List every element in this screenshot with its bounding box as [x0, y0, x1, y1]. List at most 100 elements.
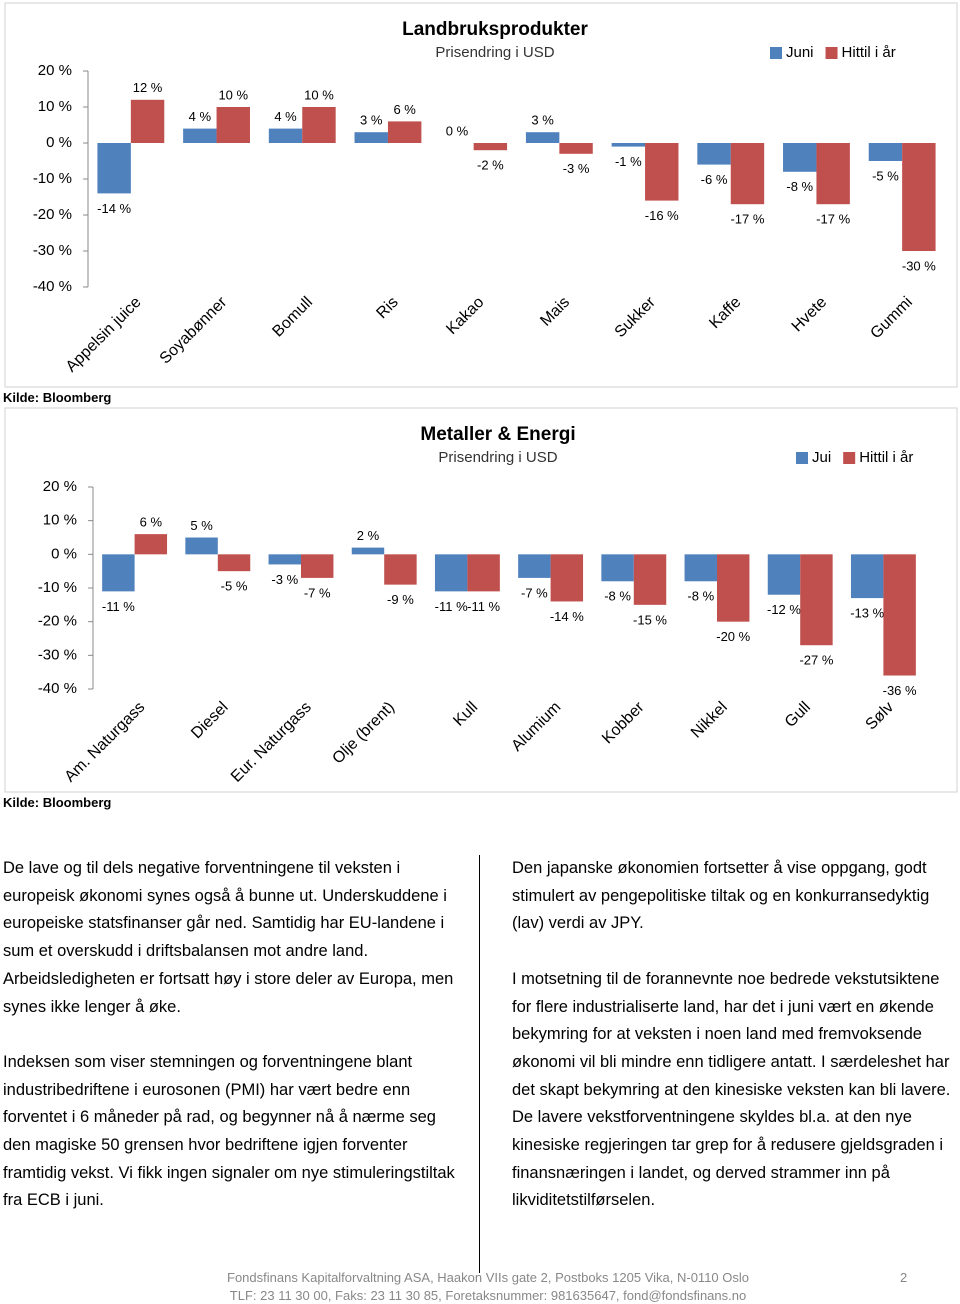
y-tick-label: -20 %	[38, 613, 77, 630]
bar	[868, 143, 903, 161]
bar	[601, 554, 634, 582]
x-tick-label: Nikkel	[688, 699, 731, 742]
x-tick-label: Eur. Naturgass	[228, 699, 315, 786]
bar	[717, 554, 750, 622]
y-tick-label: -10 %	[38, 579, 77, 596]
bar	[302, 107, 336, 143]
bar	[633, 554, 667, 605]
y-tick-label: 20 %	[43, 478, 77, 495]
legend-label: Jui	[812, 449, 831, 466]
x-tick-label: Gummi	[867, 294, 915, 342]
legend-swatch	[770, 47, 782, 59]
x-tick-label: Kakao	[443, 294, 487, 338]
bar	[97, 143, 131, 194]
footer-address: Fondsfinans Kapitalforvaltning ASA, Haak…	[227, 1270, 749, 1285]
bar	[387, 121, 422, 143]
source: Kilde: Bloomberg	[3, 390, 112, 405]
legend-label: Juni	[786, 44, 814, 61]
chart-frame	[4, 2, 958, 388]
paragraph: De lave og til dels negative forventning…	[3, 859, 454, 1016]
data-label: 3 %	[531, 113, 554, 128]
bar	[134, 534, 168, 555]
column-divider	[479, 855, 480, 1273]
y-tick-label: -20 %	[33, 206, 72, 223]
data-label: -16 %	[645, 208, 679, 223]
y-tick-label: -10 %	[33, 170, 72, 187]
chart-title: Landbruksprodukter	[402, 19, 588, 40]
bar	[518, 554, 551, 578]
chart-title: Metaller & Energi	[420, 424, 575, 445]
x-tick-label: Gull	[782, 699, 814, 731]
data-label: 3 %	[360, 113, 383, 128]
y-tick-label: 0 %	[46, 134, 72, 151]
bar	[611, 143, 646, 147]
bar	[384, 554, 417, 585]
y-tick-label: -40 %	[38, 680, 77, 697]
data-label: 2 %	[357, 528, 380, 543]
x-tick-label: Kaffe	[706, 294, 744, 332]
x-tick-label: Mais	[537, 294, 573, 330]
paragraph: Indeksen som viser stemningen og forvent…	[3, 1052, 455, 1210]
data-label: -7 %	[304, 585, 331, 600]
data-label: -8 %	[687, 589, 714, 604]
bar	[645, 143, 679, 201]
bar	[697, 143, 731, 165]
bar	[850, 554, 884, 599]
x-tick-label: Sukker	[612, 293, 660, 341]
x-tick-label: Kull	[450, 699, 481, 730]
data-label: -6 %	[701, 172, 728, 187]
x-tick-label: Hvete	[789, 294, 831, 336]
data-label: -14 %	[550, 609, 584, 624]
data-label: 6 %	[140, 515, 163, 530]
bar	[268, 554, 301, 565]
bar	[216, 107, 250, 143]
data-label: -9 %	[387, 592, 414, 607]
x-tick-label: Sølv	[863, 699, 898, 734]
data-label: -36 %	[883, 683, 917, 698]
y-tick-label: 10 %	[43, 512, 77, 529]
data-label: -2 %	[477, 158, 504, 173]
data-label: -20 %	[716, 629, 750, 644]
page-number: 2	[900, 1270, 908, 1285]
bar	[185, 537, 218, 555]
bar	[473, 143, 508, 151]
legend-label: Hittil i år	[859, 449, 913, 466]
text-column-left: De lave og til dels negative forventning…	[3, 855, 458, 1243]
data-label: -15 %	[633, 612, 667, 627]
paragraph: I motsetning til de forannevnte noe bedr…	[512, 969, 951, 1210]
x-tick-label: Soyabønner	[157, 293, 231, 367]
bar	[301, 554, 334, 578]
data-label: -8 %	[786, 179, 813, 194]
bar	[102, 554, 135, 592]
legend-swatch	[843, 452, 856, 464]
chart-agri: Landbruksprodukter Prisendring i USD -40 %…	[4, 2, 958, 388]
data-label: 4 %	[189, 109, 212, 124]
data-label: 4 %	[274, 109, 297, 124]
bar	[783, 143, 817, 172]
bar	[525, 132, 560, 143]
paragraph: Den japanske økonomien fortsetter å vise…	[512, 859, 930, 933]
x-tick-label: Kobber	[599, 698, 648, 747]
bar	[268, 128, 303, 143]
x-tick-label: Bomull	[269, 294, 316, 341]
x-tick-label: Am. Naturgass	[62, 699, 149, 786]
data-label: 0 %	[446, 123, 469, 138]
x-tick-label: Diesel	[188, 699, 231, 742]
data-label: -5 %	[221, 579, 248, 594]
bar	[800, 554, 833, 646]
chart-frame	[4, 407, 958, 793]
x-tick-label: Appelsin juice	[63, 294, 145, 376]
bar	[684, 554, 717, 582]
data-label: 10 %	[218, 87, 248, 102]
data-label: -27 %	[799, 653, 833, 668]
bar	[816, 143, 850, 205]
bar	[183, 128, 217, 143]
y-tick-label: -40 %	[33, 278, 72, 295]
data-label: -13 %	[850, 606, 884, 621]
bar	[902, 143, 936, 251]
bar	[730, 143, 765, 205]
data-label: -5 %	[872, 168, 899, 183]
bar	[467, 554, 500, 592]
data-label: -11 %	[467, 599, 500, 614]
y-tick-label: -30 %	[38, 646, 77, 663]
